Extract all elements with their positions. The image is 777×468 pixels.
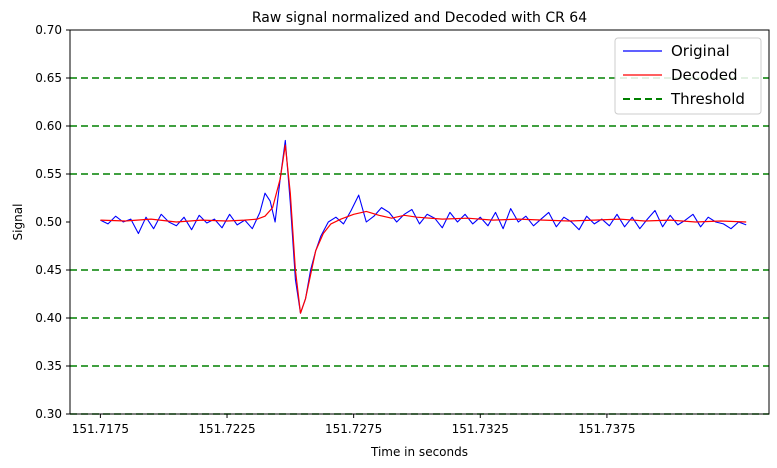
y-tick-label: 0.65	[35, 71, 62, 85]
legend-label-original: Original	[671, 42, 730, 60]
series-lines	[100, 139, 747, 314]
x-axis: 151.7175 151.7225 151.7275 151.7325 151.7375	[72, 414, 636, 436]
x-tick-label: 151.7175	[72, 422, 129, 436]
y-tick-label: 0.50	[35, 215, 62, 229]
series-line-original	[100, 139, 747, 314]
legend-label-decoded: Decoded	[671, 66, 737, 84]
y-tick-label: 0.70	[35, 23, 62, 37]
x-tick-label: 151.7225	[198, 422, 255, 436]
legend-box	[614, 37, 762, 115]
x-tick-label: 151.7375	[578, 422, 635, 436]
y-tick-label: 0.60	[35, 119, 62, 133]
legend: Original Decoded Threshold	[614, 37, 762, 115]
chart-title: Raw signal normalized and Decoded with C…	[252, 10, 587, 26]
y-axis-label: Signal	[11, 204, 25, 241]
y-tick-label: 0.55	[35, 167, 62, 181]
series-line-decoded	[100, 144, 747, 314]
y-tick-label: 0.35	[35, 359, 62, 373]
x-axis-label: Time in seconds	[370, 445, 468, 459]
legend-label-threshold: Threshold	[670, 90, 745, 108]
x-tick-label: 151.7325	[452, 422, 509, 436]
y-tick-label: 0.30	[35, 407, 62, 421]
y-tick-label: 0.40	[35, 311, 62, 325]
y-tick-label: 0.45	[35, 263, 62, 277]
x-tick-label: 151.7275	[325, 422, 382, 436]
y-axis: 0.30 0.35 0.40 0.45 0.50 0.55 0.60 0.65 0.70	[35, 23, 70, 421]
